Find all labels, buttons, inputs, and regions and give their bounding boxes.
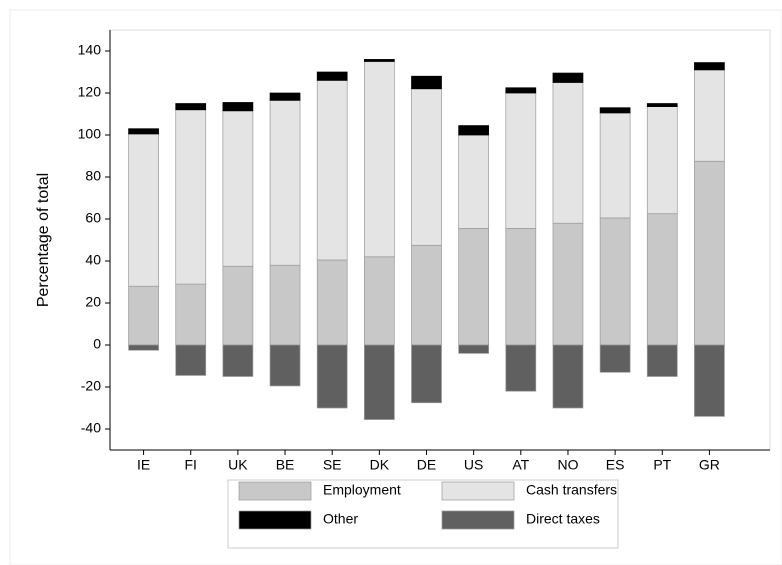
bar-segment	[458, 228, 490, 346]
bar-segment	[505, 228, 537, 346]
y-tick-label: 80	[85, 168, 101, 184]
legend-label: Employment	[323, 482, 401, 498]
y-axis-label: Percentage of total	[35, 173, 52, 307]
bar-segment	[128, 344, 159, 351]
bar-segment	[694, 344, 725, 417]
bar-segment	[599, 344, 631, 373]
bar-segment	[552, 82, 584, 224]
x-tick-label: NO	[557, 457, 578, 473]
bar-segment	[646, 106, 678, 215]
bar-segment	[316, 71, 348, 81]
bar-segment	[363, 256, 395, 346]
x-tick-label: AT	[512, 457, 529, 473]
bar-segment	[222, 344, 254, 377]
y-tick-label: 120	[78, 84, 102, 100]
bar-segment	[222, 265, 254, 346]
bar-segment	[363, 61, 395, 258]
y-tick-label: 100	[78, 126, 102, 142]
bar-segment	[694, 160, 725, 346]
x-tick-label: UK	[228, 457, 248, 473]
bar-segment	[505, 92, 537, 229]
y-tick-label: 60	[85, 210, 101, 226]
bar-segment	[175, 283, 207, 346]
y-tick-label: -40	[81, 420, 101, 436]
bar-segment	[599, 112, 631, 219]
legend-label: Other	[323, 511, 358, 527]
bar-segment	[505, 344, 537, 392]
bar-segment	[128, 133, 159, 287]
bar-segment	[316, 344, 348, 409]
bar-segment	[363, 344, 395, 420]
bar-segment	[175, 103, 207, 111]
legend-swatch	[238, 481, 312, 501]
bar-segment	[552, 222, 584, 346]
bar-segment	[269, 92, 301, 101]
x-tick-label: DE	[417, 457, 436, 473]
bar-segment	[552, 72, 584, 83]
frame	[9, 9, 782, 565]
y-tick-label: 20	[85, 294, 101, 310]
y-tick-label: 0	[93, 336, 101, 352]
x-tick-label: GR	[699, 457, 720, 473]
bar-segment	[128, 128, 159, 135]
bar-segment	[269, 99, 301, 266]
x-tick-label: FI	[185, 457, 197, 473]
legend-swatch	[441, 510, 515, 530]
bar-segment	[552, 344, 584, 409]
bar-segment	[128, 285, 159, 346]
bar-segment	[411, 344, 442, 404]
bar-segment	[411, 75, 442, 90]
bar-segment	[599, 107, 631, 114]
bar-segment	[175, 344, 207, 376]
bar-segment	[269, 344, 301, 387]
bar-segment	[505, 87, 537, 94]
x-tick-label: IE	[137, 457, 150, 473]
bar-segment	[316, 80, 348, 261]
legend-swatch	[238, 510, 312, 530]
legend-label: Cash transfers	[526, 482, 617, 498]
bar-segment	[411, 88, 442, 246]
bar-segment	[269, 264, 301, 346]
bar-segment	[222, 110, 254, 267]
legend-swatch	[441, 481, 515, 501]
x-tick-label: ES	[606, 457, 625, 473]
bar-segment	[599, 217, 631, 346]
x-tick-label: US	[464, 457, 483, 473]
x-tick-label: SE	[323, 457, 342, 473]
bar-segment	[411, 244, 442, 346]
bar-segment	[694, 69, 725, 162]
legend-label: Direct taxes	[526, 511, 600, 527]
bar-segment	[694, 62, 725, 71]
bar-segment	[222, 102, 254, 112]
x-tick-label: BE	[276, 457, 295, 473]
x-tick-label: PT	[653, 457, 671, 473]
y-tick-label: -20	[81, 378, 101, 394]
bar-segment	[175, 109, 207, 285]
bar-segment	[458, 125, 490, 136]
bar-segment	[316, 259, 348, 346]
bar-segment	[458, 344, 490, 354]
bar-segment	[646, 344, 678, 377]
y-tick-label: 40	[85, 252, 101, 268]
y-tick-label: 140	[78, 42, 102, 58]
bar-segment	[458, 134, 490, 229]
bar-segment	[646, 103, 678, 107]
bar-segment	[646, 213, 678, 346]
bar-segment	[363, 59, 395, 62]
x-tick-label: DK	[370, 457, 390, 473]
